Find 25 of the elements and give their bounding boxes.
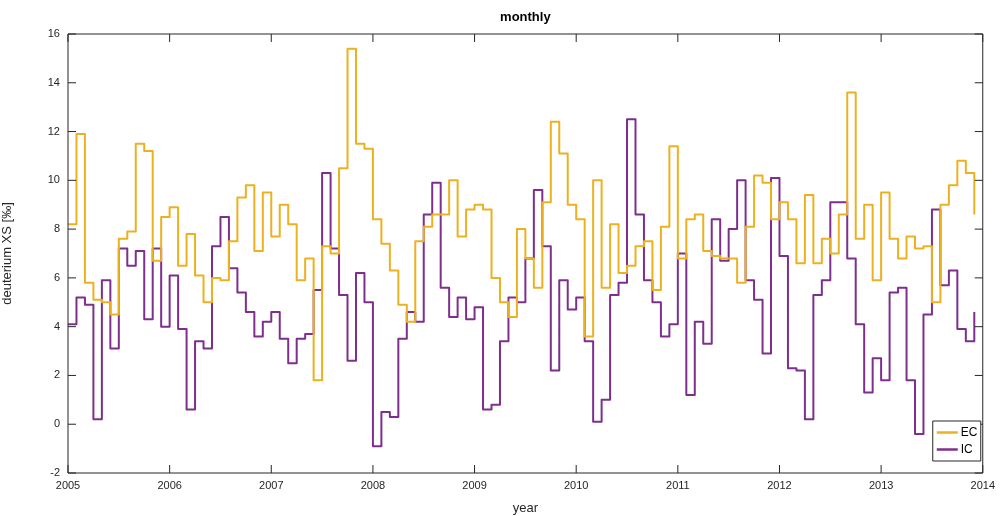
y-tick-label: 2	[53, 368, 60, 381]
y-tick-label: 8	[53, 222, 60, 235]
x-tick-label: 2011	[666, 478, 690, 491]
y-tick-label: -2	[50, 466, 60, 479]
y-tick-label: 16	[47, 27, 60, 40]
x-tick-label: 2010	[563, 478, 589, 491]
y-tick-label: 4	[53, 319, 60, 332]
x-tick-label: 2008	[360, 478, 386, 491]
x-axis-title: year	[512, 499, 539, 515]
x-tick-label: 2007	[259, 478, 284, 491]
chart-title: monthly	[500, 8, 552, 24]
x-tick-label: 2012	[767, 478, 792, 491]
x-tick-label: 2009	[462, 478, 487, 491]
y-tick-label: 6	[53, 270, 60, 283]
y-tick-label: 14	[47, 75, 60, 88]
y-axis-title: deuterium XS [‰]	[0, 202, 15, 305]
x-tick-label: 2005	[55, 478, 81, 491]
y-tick-label: 12	[47, 124, 60, 137]
legend-label: IC	[960, 441, 974, 456]
y-tick-label: 0	[53, 417, 60, 430]
x-tick-label: 2014	[970, 478, 996, 491]
x-tick-label: 2006	[157, 478, 182, 491]
y-tick-label: 10	[47, 173, 60, 186]
x-tick-label: 2013	[868, 478, 894, 491]
legend-label: EC	[960, 424, 978, 439]
